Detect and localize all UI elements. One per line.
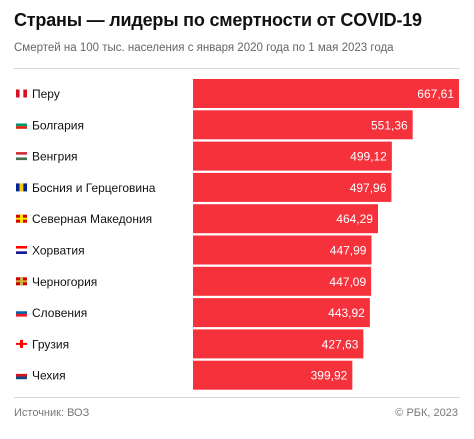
category-label: Грузия xyxy=(32,337,69,351)
value-label: 447,09 xyxy=(329,275,366,289)
category-label: Перу xyxy=(32,87,60,101)
category-label: Словения xyxy=(32,306,87,320)
bar xyxy=(193,204,378,234)
category-label: Черногория xyxy=(32,275,97,289)
bar xyxy=(193,172,392,202)
bar xyxy=(193,266,372,296)
peru-flag-icon xyxy=(16,89,27,98)
value-label: 497,96 xyxy=(350,181,387,195)
montenegro-flag-icon xyxy=(16,277,27,286)
value-label: 667,61 xyxy=(417,87,454,101)
value-label: 499,12 xyxy=(350,150,387,164)
bar xyxy=(193,110,413,140)
category-label: Хорватия xyxy=(32,244,85,258)
category-label: Болгария xyxy=(32,118,84,132)
value-label: 551,36 xyxy=(371,118,408,132)
bar xyxy=(193,298,370,328)
bosnia-flag-icon xyxy=(16,183,27,192)
copyright-note: © РБК, 2023 xyxy=(395,407,458,419)
category-label: Венгрия xyxy=(32,150,78,164)
value-label: 427,63 xyxy=(322,337,359,351)
bar xyxy=(193,329,364,359)
bottom-divider xyxy=(14,397,460,398)
czechia-flag-icon xyxy=(16,371,27,380)
bar xyxy=(193,79,459,108)
georgia-flag-icon xyxy=(16,339,27,348)
category-label: Чехия xyxy=(32,369,66,383)
category-label: Северная Македония xyxy=(32,212,152,226)
value-label: 464,29 xyxy=(336,212,373,226)
bar xyxy=(193,141,392,171)
slovenia-flag-icon xyxy=(16,308,27,317)
category-label: Босния и Герцеговина xyxy=(32,181,156,195)
value-label: 399,92 xyxy=(311,369,348,383)
hungary-flag-icon xyxy=(16,152,27,161)
bar xyxy=(193,235,372,265)
value-label: 447,99 xyxy=(330,244,367,258)
chart-subtitle: Смертей на 100 тыс. населения с января 2… xyxy=(14,42,394,54)
bulgaria-flag-icon xyxy=(16,120,27,129)
chart-title: Страны — лидеры по смертности от COVID-1… xyxy=(14,10,422,30)
north-macedonia-flag-icon xyxy=(16,214,27,223)
bar xyxy=(193,360,353,390)
top-divider xyxy=(14,68,460,69)
croatia-flag-icon xyxy=(16,246,27,254)
value-label: 443,92 xyxy=(328,306,365,320)
source-note: Источник: ВОЗ xyxy=(14,407,90,419)
